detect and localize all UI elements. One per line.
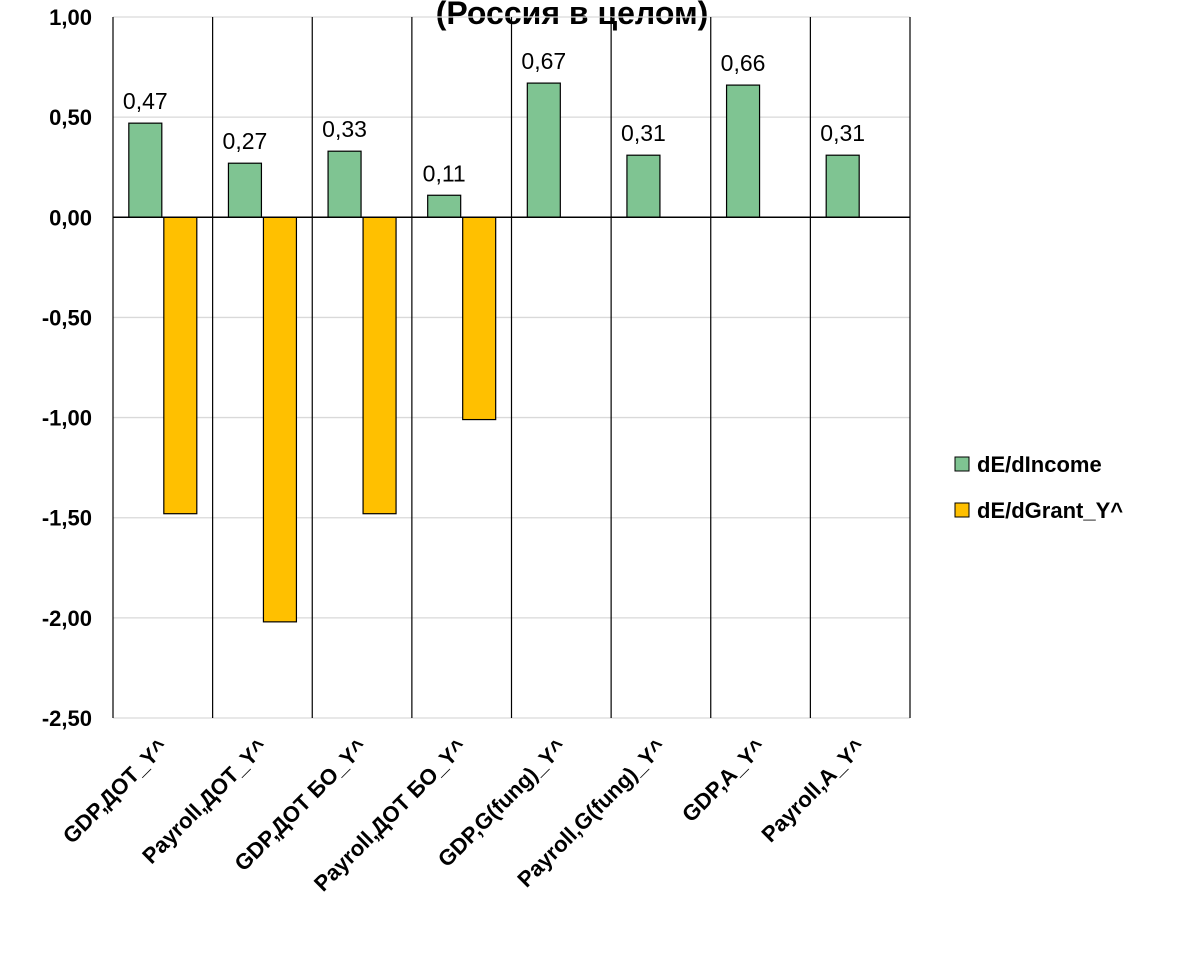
y-tick-label: -0,50 xyxy=(42,305,92,330)
bar-grant-2 xyxy=(362,216,397,515)
bar-grant-1 xyxy=(262,216,298,623)
x-tick-label: GDP,ДОТ_Y^ xyxy=(58,734,173,849)
data-label: 0,11 xyxy=(423,160,466,186)
legend-swatch-grant xyxy=(954,502,970,518)
bar-income-6 xyxy=(725,84,761,218)
bar-income-4 xyxy=(526,82,561,218)
data-label: 0,47 xyxy=(123,88,168,114)
data-labels: 0,47 0,27 0,33 0,11 0,67 0,31 0,66 0,31 xyxy=(123,48,865,186)
bars xyxy=(128,82,860,623)
x-tick-label: Payroll,A_Y^ xyxy=(756,734,869,847)
y-tick-labels: 1,00 0,50 0,00 -0,50 -1,00 -1,50 -2,00 -2,50 xyxy=(42,5,92,731)
data-label: 0,27 xyxy=(223,128,268,154)
bar-grant-3 xyxy=(462,216,497,421)
y-tick-label: -2,00 xyxy=(42,606,92,631)
y-tick-label: 0,00 xyxy=(49,205,92,230)
bar-income-7 xyxy=(825,154,860,218)
data-label: 0,67 xyxy=(521,48,566,74)
legend-swatch-income xyxy=(954,456,970,472)
data-label: 0,66 xyxy=(721,50,766,76)
bar-income-3 xyxy=(427,194,462,218)
y-tick-label: -1,50 xyxy=(42,506,92,531)
legend-label-grant: dE/dGrant_Y^ xyxy=(977,498,1123,523)
bar-income-5 xyxy=(626,154,661,218)
data-label: 0,31 xyxy=(621,120,666,146)
y-tick-label: 1,00 xyxy=(49,5,92,30)
data-label: 0,33 xyxy=(322,116,367,142)
bar-income-1 xyxy=(227,162,263,218)
chart-title: (Россия в целом) xyxy=(436,0,709,31)
legend-label-income: dE/dIncome xyxy=(977,452,1102,477)
y-tick-label: 0,50 xyxy=(49,105,92,130)
y-tick-label: -2,50 xyxy=(42,706,92,731)
bar-income-2 xyxy=(327,150,362,218)
bar-income-0 xyxy=(128,122,163,218)
category-separators xyxy=(112,17,911,718)
x-tick-labels: GDP,ДОТ_Y^Payroll,ДОТ_Y^GDP,ДОТ БО_Y^Pay… xyxy=(58,734,870,896)
legend: dE/dIncome dE/dGrant_Y^ xyxy=(954,452,1123,523)
data-label: 0,31 xyxy=(820,120,865,146)
x-tick-label: GDP,A_Y^ xyxy=(677,734,770,827)
bar-grant-0 xyxy=(163,216,198,515)
y-tick-label: -1,00 xyxy=(42,406,92,431)
